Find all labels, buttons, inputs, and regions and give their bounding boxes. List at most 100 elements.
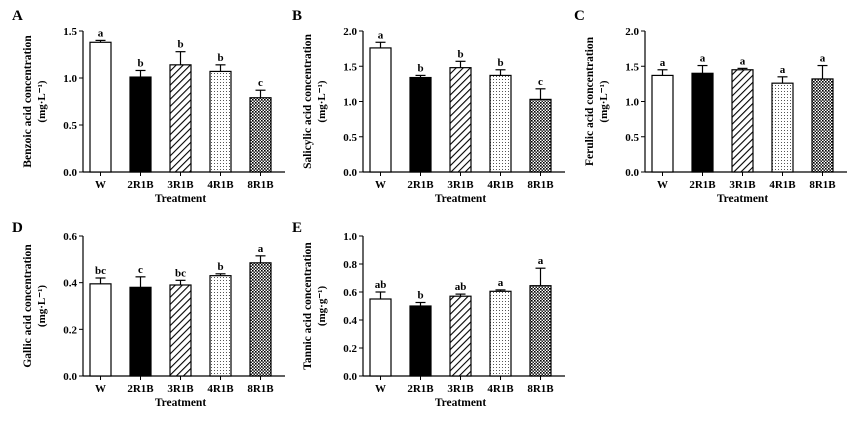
bar-8r1b bbox=[529, 98, 552, 173]
x-tick-label: 3R1B bbox=[447, 383, 474, 395]
panel-letter: E bbox=[292, 220, 302, 236]
significance-letter: a bbox=[498, 277, 504, 289]
x-tick-label: 3R1B bbox=[167, 179, 194, 191]
bar-8r1b bbox=[811, 78, 834, 173]
x-axis-label: Treatment bbox=[717, 193, 768, 205]
bar-3r1b bbox=[731, 69, 754, 173]
bar-8r1b bbox=[249, 262, 272, 377]
significance-letter: a bbox=[660, 57, 666, 69]
y-axis-label: Gallic acid concentration bbox=[22, 244, 34, 368]
y-tick-label: 0.0 bbox=[63, 371, 77, 383]
x-tick-label: 3R1B bbox=[447, 179, 474, 191]
x-tick-label: 2R1B bbox=[127, 383, 154, 395]
y-tick-label: 0.8 bbox=[343, 259, 357, 271]
bar-2r1b bbox=[129, 76, 152, 173]
y-axis-unit: (mg·L⁻¹) bbox=[36, 80, 48, 122]
significance-letter: a bbox=[98, 27, 104, 39]
bar-w bbox=[89, 41, 112, 173]
significance-letter: ab bbox=[455, 281, 467, 293]
bar-8r1b bbox=[529, 285, 552, 377]
x-tick-label: 8R1B bbox=[527, 179, 554, 191]
bar-w bbox=[89, 283, 112, 377]
x-tick-label: 2R1B bbox=[127, 179, 154, 191]
y-tick-label: 0.6 bbox=[343, 287, 357, 299]
y-tick-label: 1.5 bbox=[343, 61, 357, 73]
bar-4r1b bbox=[489, 290, 512, 377]
x-tick-label: 8R1B bbox=[809, 179, 836, 191]
bar-2r1b bbox=[409, 305, 432, 377]
significance-letter: ab bbox=[375, 279, 387, 291]
bar-3r1b bbox=[449, 295, 472, 377]
y-axis-label: Ferulic acid concentration bbox=[584, 36, 596, 166]
significance-letter: a bbox=[700, 53, 706, 65]
y-tick-label: 0.2 bbox=[63, 324, 77, 336]
y-tick-label: 1.0 bbox=[343, 97, 357, 109]
y-axis-unit: (mg·L⁻¹) bbox=[36, 285, 48, 327]
bar-2r1b bbox=[409, 76, 432, 173]
y-tick-label: 1.0 bbox=[343, 231, 357, 243]
x-tick-label: 8R1B bbox=[247, 383, 274, 395]
bar-3r1b bbox=[169, 64, 192, 173]
y-tick-label: 1.5 bbox=[625, 61, 639, 73]
significance-letter: b bbox=[457, 48, 463, 60]
x-tick-label: 4R1B bbox=[487, 383, 514, 395]
y-tick-label: 0.0 bbox=[343, 371, 357, 383]
bar-4r1b bbox=[771, 82, 794, 173]
bar-4r1b bbox=[489, 74, 512, 173]
x-tick-label: 4R1B bbox=[769, 179, 796, 191]
bar-2r1b bbox=[691, 72, 714, 173]
significance-letter: b bbox=[177, 39, 183, 51]
significance-letter: c bbox=[138, 264, 143, 276]
y-axis-unit: (mg·L⁻¹) bbox=[598, 80, 610, 122]
significance-letter: a bbox=[740, 55, 746, 67]
bar-w bbox=[369, 47, 392, 173]
y-axis-unit: (mg·L⁻¹) bbox=[316, 80, 328, 122]
bar-3r1b bbox=[169, 284, 192, 377]
x-tick-label: 8R1B bbox=[247, 179, 274, 191]
x-axis-label: Treatment bbox=[155, 397, 206, 409]
x-tick-label: 3R1B bbox=[167, 383, 194, 395]
x-axis-label: Treatment bbox=[435, 193, 486, 205]
x-axis-label: Treatment bbox=[435, 397, 486, 409]
y-axis-label: Benzoic acid concentration bbox=[22, 35, 34, 168]
y-axis-label: Salicylic acid concentration bbox=[302, 34, 314, 169]
x-tick-label: W bbox=[375, 179, 386, 191]
bar-w bbox=[651, 74, 674, 173]
y-tick-label: 0.5 bbox=[63, 120, 77, 132]
significance-letter: b bbox=[217, 52, 223, 64]
bar-2r1b bbox=[129, 286, 152, 377]
panel-d: D Gallic acid concentration (mg·L⁻¹) 0.0 0.2… bbox=[12, 220, 285, 409]
x-tick-label: 4R1B bbox=[207, 383, 234, 395]
y-tick-label: 0.4 bbox=[343, 315, 357, 327]
panel-letter: B bbox=[292, 8, 302, 24]
significance-letter: b bbox=[497, 57, 503, 69]
y-tick-label: 0.5 bbox=[625, 132, 639, 144]
y-tick-label: 0.5 bbox=[343, 132, 357, 144]
bar-3r1b bbox=[449, 67, 472, 173]
y-tick-label: 1.0 bbox=[625, 97, 639, 109]
bar-w bbox=[369, 298, 392, 377]
y-tick-label: 1.5 bbox=[63, 26, 77, 38]
y-tick-label: 0.4 bbox=[63, 278, 77, 290]
panel-letter: C bbox=[574, 8, 585, 24]
significance-letter: a bbox=[820, 53, 826, 65]
x-axis-label: Treatment bbox=[155, 193, 206, 205]
significance-letter: c bbox=[258, 77, 263, 89]
significance-letter: a bbox=[538, 255, 544, 267]
x-tick-label: W bbox=[375, 383, 386, 395]
significance-letter: a bbox=[258, 243, 264, 255]
y-tick-label: 0.0 bbox=[343, 167, 357, 179]
x-tick-label: W bbox=[657, 179, 668, 191]
significance-letter: bc bbox=[175, 267, 186, 279]
significance-letter: b bbox=[417, 290, 423, 302]
significance-letter: b bbox=[417, 62, 423, 74]
y-tick-label: 2.0 bbox=[343, 26, 357, 38]
x-tick-label: 2R1B bbox=[689, 179, 716, 191]
panel-c: C Ferulic acid concentration (mg·L⁻¹) 0.0 0.… bbox=[574, 8, 847, 205]
significance-letter: bc bbox=[95, 265, 106, 277]
panel-letter: A bbox=[12, 8, 23, 24]
bar-4r1b bbox=[209, 70, 232, 173]
x-tick-label: 4R1B bbox=[207, 179, 234, 191]
